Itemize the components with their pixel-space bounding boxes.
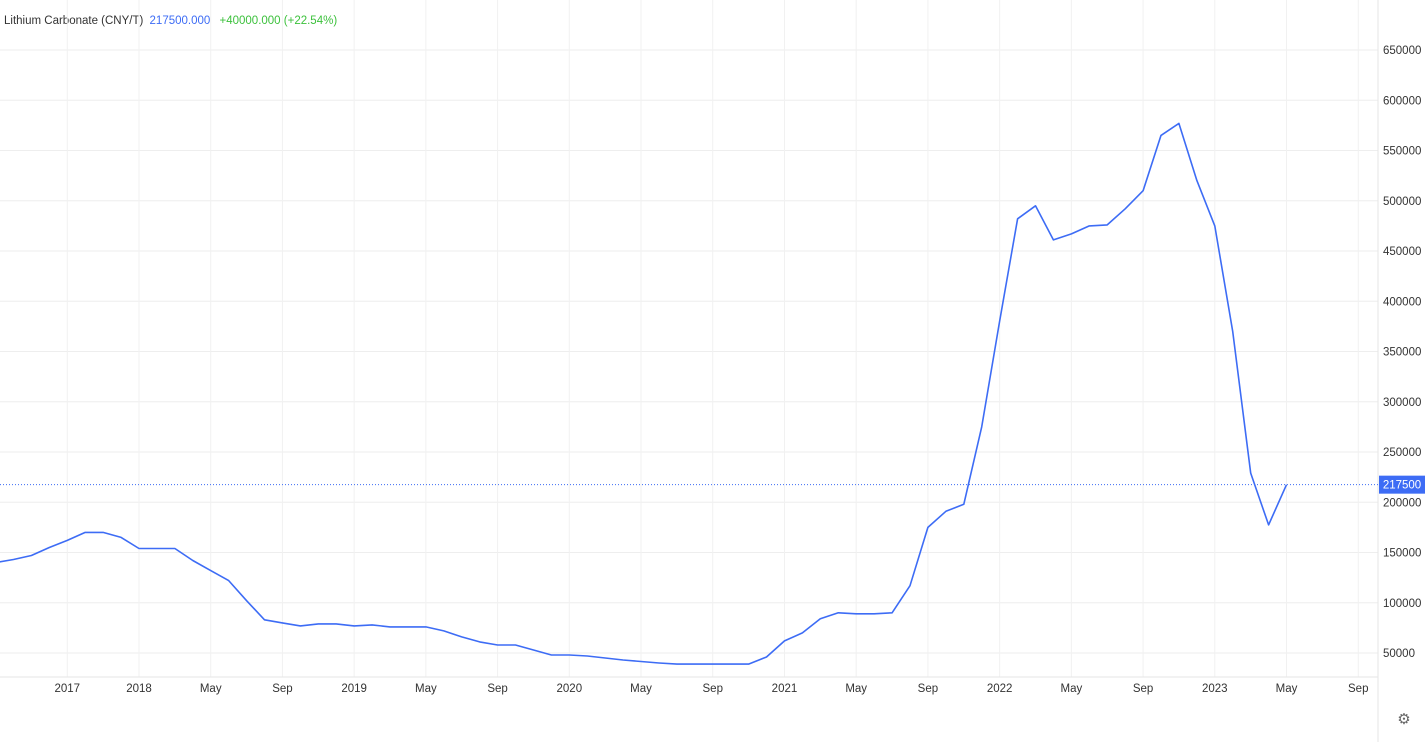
- y-tick-label: 400000: [1383, 296, 1421, 308]
- price-line: [0, 122, 1288, 665]
- y-tick-label: 550000: [1383, 146, 1421, 158]
- y-tick-label: 200000: [1383, 497, 1421, 509]
- x-tick-label: May: [1060, 683, 1082, 695]
- x-tick-label: May: [630, 683, 652, 695]
- current-price-badge: [1379, 475, 1425, 494]
- y-tick-label: 500000: [1383, 196, 1421, 208]
- y-tick-label: 100000: [1383, 598, 1421, 610]
- x-tick-label: May: [415, 683, 437, 695]
- y-tick-label: 650000: [1383, 45, 1421, 57]
- x-tick-label: 2021: [772, 683, 798, 695]
- x-tick-label: Sep: [272, 683, 292, 695]
- x-tick-label: Sep: [703, 683, 723, 695]
- y-tick-label: 300000: [1383, 397, 1421, 409]
- chart-legend: Lithium Carbonate (CNY/T) 217500.000 +40…: [4, 15, 337, 27]
- x-tick-label: May: [845, 683, 867, 695]
- y-tick-label: 350000: [1383, 347, 1421, 359]
- x-tick-label: 2020: [557, 683, 583, 695]
- x-tick-label: 2019: [341, 683, 367, 695]
- x-tick-label: May: [200, 683, 222, 695]
- price-change: +40000.000 (+22.54%): [219, 15, 338, 27]
- current-price-label: 217500: [1383, 480, 1421, 492]
- y-tick-label: 50000: [1383, 648, 1415, 660]
- y-tick-label: 250000: [1383, 447, 1421, 459]
- x-tick-label: 2017: [54, 683, 80, 695]
- series-name: Lithium Carbonate (CNY/T): [4, 15, 144, 27]
- x-tick-label: 2023: [1202, 683, 1228, 695]
- x-tick-label: 2022: [987, 683, 1013, 695]
- x-tick-label: Sep: [918, 683, 938, 695]
- y-tick-label: 450000: [1383, 246, 1421, 258]
- x-tick-label: May: [1276, 683, 1298, 695]
- x-tick-label: Sep: [1348, 683, 1368, 695]
- last-price: 217500.000: [149, 15, 211, 27]
- x-tick-label: 2018: [126, 683, 152, 695]
- x-tick-label: Sep: [1133, 683, 1153, 695]
- y-tick-label: 150000: [1383, 548, 1421, 560]
- y-tick-label: 600000: [1383, 95, 1421, 107]
- x-tick-label: Sep: [487, 683, 507, 695]
- gear-icon[interactable]: ⚙: [1397, 711, 1411, 728]
